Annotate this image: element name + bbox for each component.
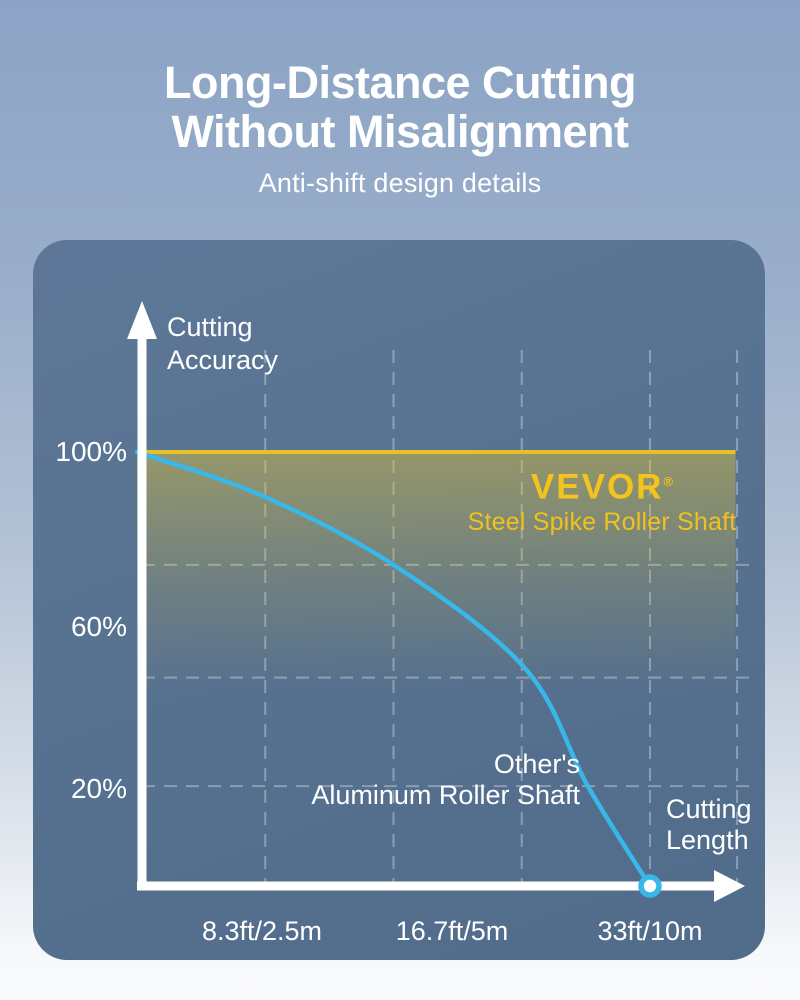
x-axis-arrow-icon xyxy=(714,870,745,902)
competitor-series-label: Other's Aluminum Roller Shaft xyxy=(311,749,580,810)
title-line-1: Long-Distance Cutting xyxy=(164,57,636,108)
x-tick-10m: 33ft/10m xyxy=(597,916,703,946)
vevor-logo: VEVOR® xyxy=(530,467,674,507)
y-axis xyxy=(127,301,157,890)
page-title: Long-Distance Cutting Without Misalignme… xyxy=(0,58,800,156)
x-tick-2-5m: 8.3ft/2.5m xyxy=(201,916,323,946)
x-axis xyxy=(137,870,745,902)
heading: Long-Distance Cutting Without Misalignme… xyxy=(0,58,800,199)
page-subtitle: Anti-shift design details xyxy=(258,168,542,198)
x-tick-5m: 16.7ft/5m xyxy=(395,916,509,946)
title-line-2: Without Misalignment xyxy=(171,106,629,157)
y-axis-arrow-icon xyxy=(127,301,157,339)
y-tick-60: 60% xyxy=(70,611,127,642)
curve-endpoint-marker xyxy=(638,874,662,898)
registered-mark-icon: ® xyxy=(663,474,674,489)
vevor-tagline: Steel Spike Roller Shaft xyxy=(467,507,737,536)
vevor-series-label: VEVOR® Steel Spike Roller Shaft xyxy=(462,464,742,537)
y-axis-title: Cutting Accuracy xyxy=(167,312,279,375)
x-axis-title: Cutting Length xyxy=(666,794,752,855)
y-tick-20: 20% xyxy=(70,773,127,804)
y-tick-100: 100% xyxy=(55,436,127,467)
data-series xyxy=(134,449,736,889)
